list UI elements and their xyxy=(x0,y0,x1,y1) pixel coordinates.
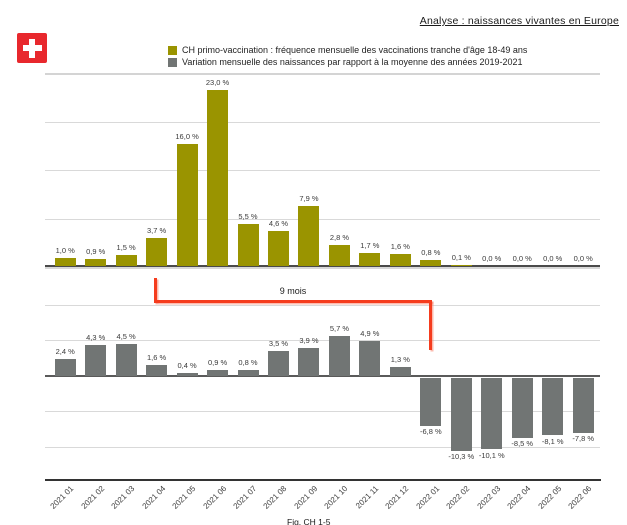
birth-variation-bar xyxy=(54,358,76,376)
legend-label: CH primo-vaccination : fréquence mensuel… xyxy=(182,45,528,55)
vaccination-bar xyxy=(85,259,107,266)
vaccination-bar xyxy=(420,259,442,266)
bar-value-label: 0,1 % xyxy=(451,253,471,263)
birth-variation-bar xyxy=(267,351,289,376)
birth-variation-bar xyxy=(328,335,350,376)
birth-variation-bar xyxy=(481,377,503,450)
bar-value-label: 0,8 % xyxy=(238,358,258,368)
bar-value-label: 0,4 % xyxy=(177,361,197,371)
birth-variation-bar xyxy=(359,341,381,376)
bar-value-label: 4,9 % xyxy=(360,329,380,339)
vaccination-swatch-icon xyxy=(168,46,177,55)
vaccination-bar xyxy=(389,253,411,266)
vaccination-bar xyxy=(207,90,229,266)
swiss-flag-icon xyxy=(17,33,47,63)
bar-value-label: -8,5 % xyxy=(511,439,534,449)
bar-value-label: 7,9 % xyxy=(299,193,319,203)
birth-variation-bar xyxy=(420,377,442,426)
bar-value-label: 0,0 % xyxy=(512,254,532,263)
bar-value-label: 4,5 % xyxy=(116,332,136,342)
bar-value-label: 0,8 % xyxy=(421,247,441,257)
bar-value-label: -10,3 % xyxy=(448,452,475,462)
bar-value-label: 2,8 % xyxy=(329,232,350,242)
bar-value-label: 1,7 % xyxy=(360,240,380,250)
bar-value-label: 3,9 % xyxy=(299,336,319,346)
vaccination-bar xyxy=(328,244,350,266)
bracket-line-left xyxy=(154,278,157,302)
birth-variation-bar xyxy=(542,377,564,435)
birth-variation-bar xyxy=(389,366,411,376)
figure-caption: Fig. CH 1-5 xyxy=(287,517,331,525)
birth-variation-bar xyxy=(511,377,533,438)
birth-variation-bar xyxy=(298,348,320,376)
bar-value-label: 3,5 % xyxy=(268,339,289,349)
births-swatch-icon xyxy=(168,58,177,67)
bar-value-label: 1,5 % xyxy=(116,242,136,252)
top-chart-axis xyxy=(45,265,600,267)
bracket-line-right xyxy=(429,300,432,350)
x-axis-line xyxy=(45,478,601,481)
legend-label: Variation mensuelle des naissances par r… xyxy=(182,57,523,67)
gridline xyxy=(45,73,600,75)
bar-value-label: 1,0 % xyxy=(55,246,75,256)
bar-value-label: 0,0 % xyxy=(573,254,593,263)
gridline xyxy=(45,340,600,341)
vaccination-bar xyxy=(450,265,472,266)
bottom-chart-zero-axis xyxy=(45,375,600,377)
bar-value-label: 0,9 % xyxy=(86,247,106,257)
bar-value-label: 0,9 % xyxy=(207,357,228,367)
gridline xyxy=(45,305,600,306)
bar-value-label: 4,6 % xyxy=(268,218,289,228)
gridline xyxy=(45,122,600,123)
gridline xyxy=(45,219,600,220)
bar-value-label: 1,6 % xyxy=(147,352,167,362)
bar-value-label: -7,8 % xyxy=(572,434,595,444)
birth-variation-bar xyxy=(572,377,594,433)
bar-value-label: 2,4 % xyxy=(55,346,75,356)
vaccination-bar xyxy=(298,205,320,266)
top-chart-axis-shadow xyxy=(45,267,600,269)
bar-value-label: 0,0 % xyxy=(482,254,502,263)
bracket-label: 9 mois xyxy=(279,286,307,296)
gridline xyxy=(45,447,600,448)
bar-value-label: 16,0 % xyxy=(175,131,199,141)
vaccination-bar xyxy=(359,252,381,266)
birth-variation-bar xyxy=(450,377,472,451)
vaccination-bar xyxy=(146,237,168,266)
birth-variation-bar xyxy=(237,370,259,376)
bar-value-label: 3,7 % xyxy=(147,225,167,235)
bar-value-label: -6,8 % xyxy=(419,427,442,437)
vaccination-bar xyxy=(176,143,198,266)
vaccination-bar xyxy=(54,258,76,266)
birth-variation-bar xyxy=(146,364,168,376)
vaccination-bar xyxy=(115,254,137,266)
bar-value-label: 5,5 % xyxy=(238,211,258,221)
page-title: Analyse : naissances vivantes en Europe xyxy=(419,15,619,27)
gridline xyxy=(45,411,600,412)
bar-value-label: 5,7 % xyxy=(329,323,350,333)
bar-value-label: 1,3 % xyxy=(390,354,410,364)
vaccination-bar xyxy=(267,230,289,266)
bracket-line-horizontal xyxy=(154,300,432,303)
birth-variation-bar xyxy=(207,369,229,376)
birth-variation-bar xyxy=(176,373,198,376)
vaccination-bar xyxy=(237,223,259,266)
flag-cross-horizontal xyxy=(22,45,42,51)
bar-value-label: 1,6 % xyxy=(390,241,410,251)
birth-variation-bar xyxy=(115,344,137,376)
gridline xyxy=(45,170,600,171)
bar-value-label: 0,0 % xyxy=(543,254,563,263)
bar-value-label: -10,1 % xyxy=(478,450,505,460)
bar-value-label: 4,3 % xyxy=(86,333,106,343)
bar-value-label: 23,0 % xyxy=(205,78,230,88)
bar-value-label: -8,1 % xyxy=(541,436,564,446)
birth-variation-bar xyxy=(85,345,107,376)
